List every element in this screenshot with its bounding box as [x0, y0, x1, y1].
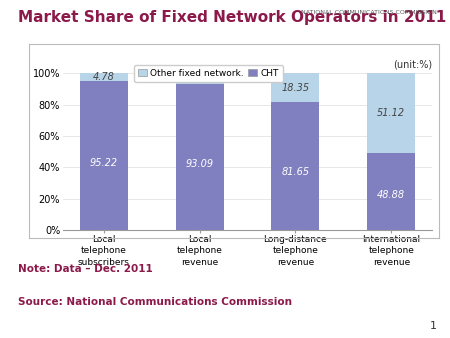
Text: 95.22: 95.22: [90, 158, 118, 168]
Bar: [367, 153, 415, 230]
Text: 18.35: 18.35: [281, 83, 310, 93]
Text: Source: National Communications Commission: Source: National Communications Commissi…: [18, 297, 292, 308]
Bar: [176, 73, 224, 84]
Text: NATIONAL COMMUNICATIONS COMMISSION: NATIONAL COMMUNICATIONS COMMISSION: [301, 10, 436, 15]
Legend: Other fixed network., CHT: Other fixed network., CHT: [134, 65, 283, 81]
Text: Market Share of Fixed Network Operators in 2011: Market Share of Fixed Network Operators …: [18, 10, 446, 25]
Text: 4.78: 4.78: [93, 72, 115, 82]
Text: Note: Data – Dec. 2011: Note: Data – Dec. 2011: [18, 264, 153, 274]
Text: 81.65: 81.65: [281, 167, 310, 177]
Bar: [367, 73, 415, 153]
Text: 51.12: 51.12: [377, 108, 405, 118]
Text: 1: 1: [429, 321, 436, 331]
Bar: [80, 73, 128, 81]
Bar: [80, 81, 128, 230]
Bar: [271, 102, 319, 230]
Text: 93.09: 93.09: [185, 159, 214, 169]
Bar: [176, 84, 224, 230]
Text: (unit:%): (unit:%): [393, 59, 432, 69]
Bar: [271, 73, 319, 102]
Text: 6.91: 6.91: [189, 74, 211, 84]
Text: 48.88: 48.88: [377, 190, 405, 200]
